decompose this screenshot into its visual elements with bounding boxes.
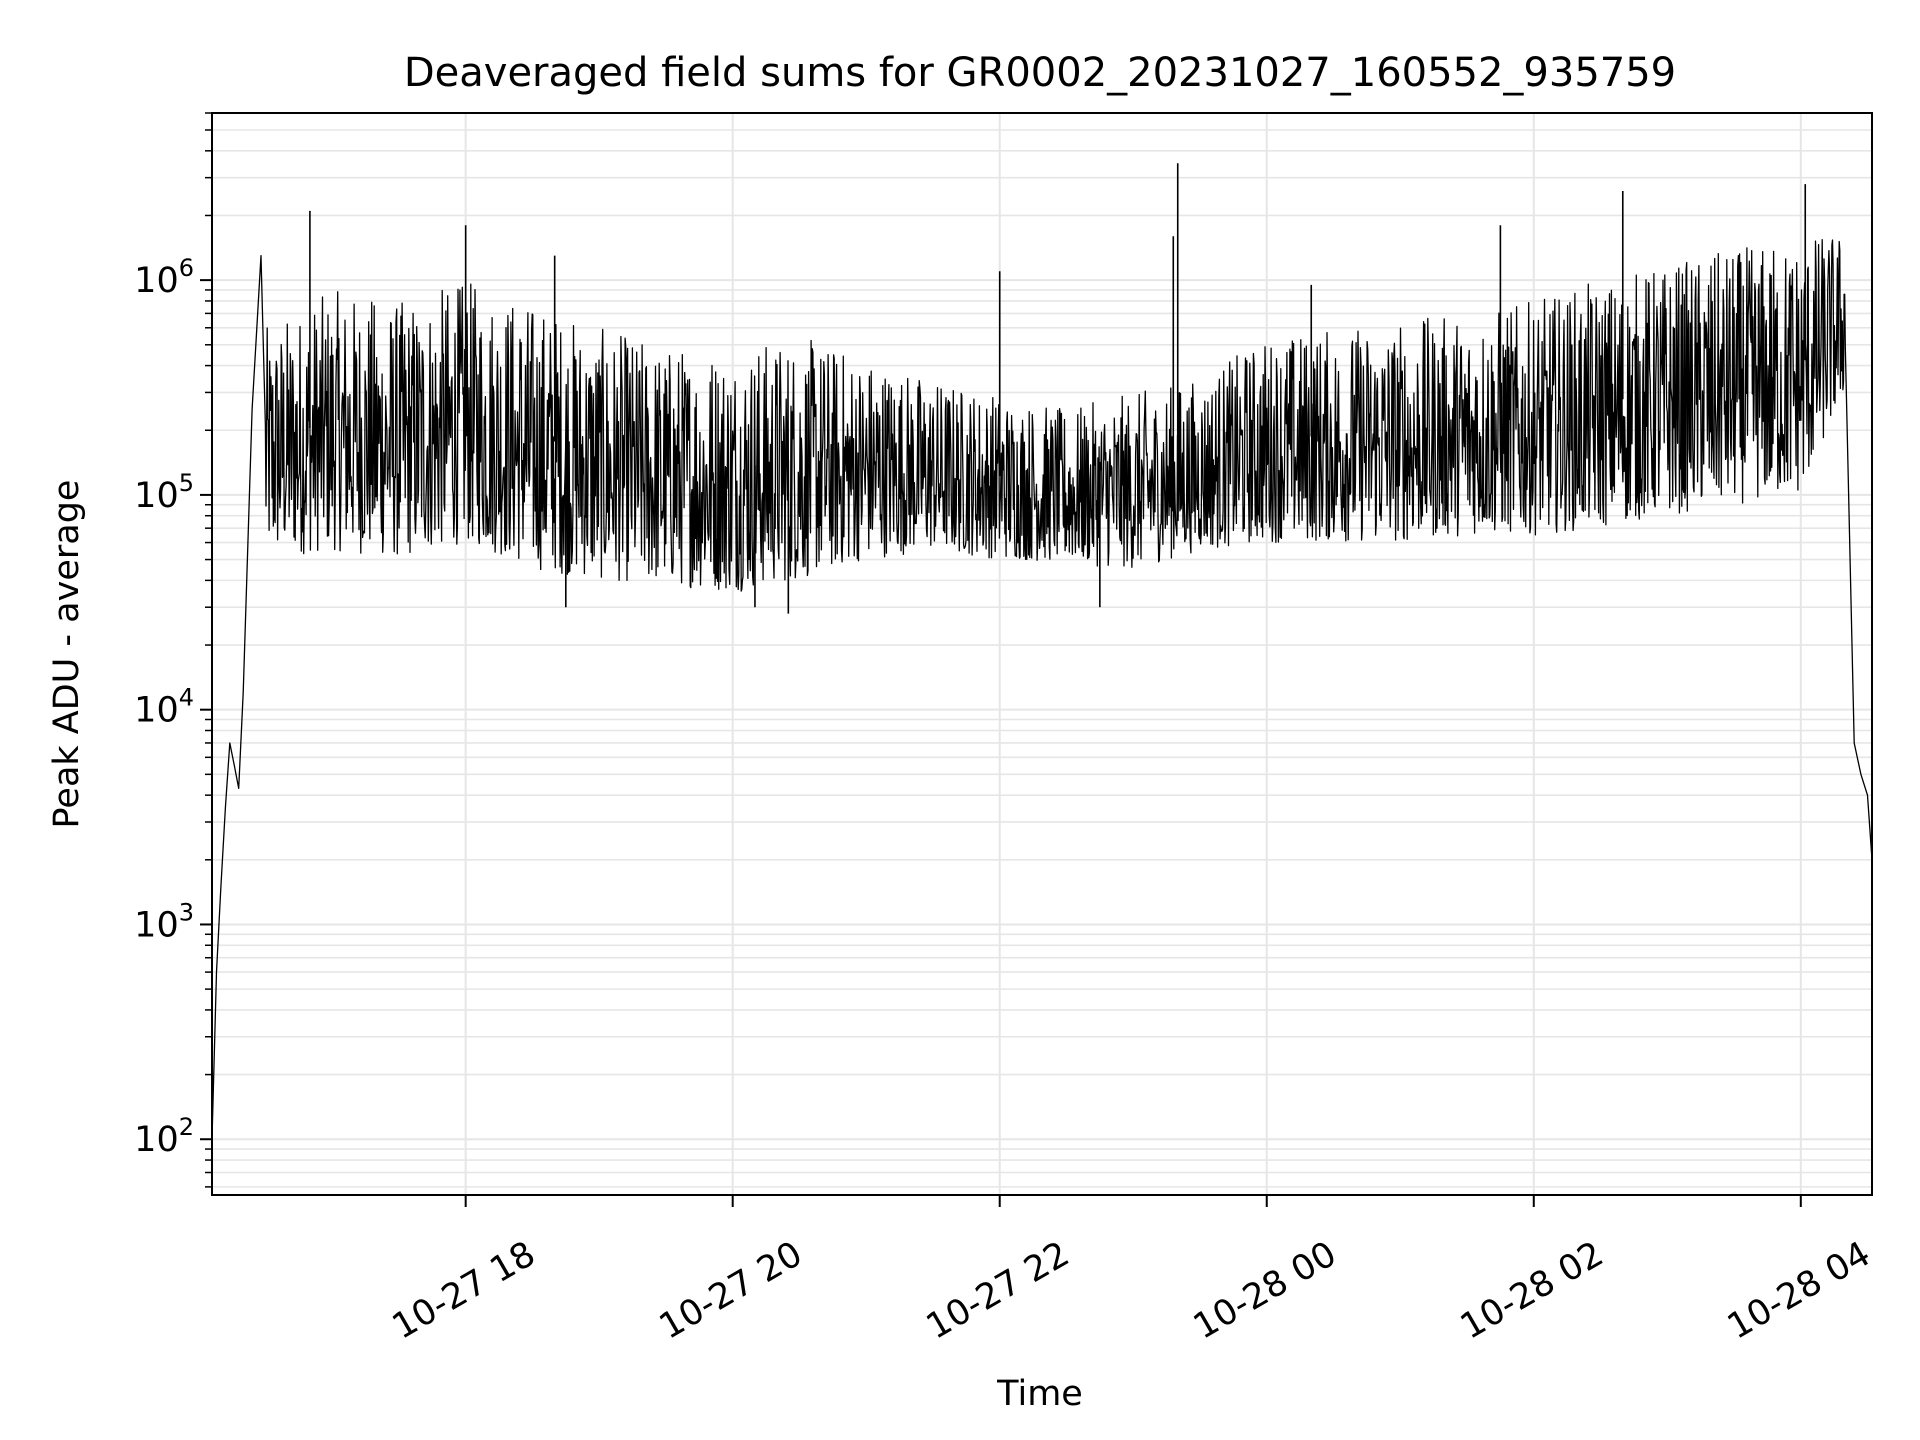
y-axis-label: Peak ADU - average	[47, 480, 87, 829]
series-line	[212, 239, 1872, 1140]
y-tick-label: 103	[134, 898, 194, 945]
y-axis-ticks: 102 103 104 105 106	[134, 112, 212, 1188]
series-group	[212, 163, 1872, 1140]
plot-area	[212, 163, 1872, 1140]
chart-title: Deaveraged field sums for GR0002_2023102…	[404, 50, 1676, 96]
y-tick-label: 105	[134, 469, 194, 516]
axes-frame	[211, 112, 1873, 1196]
y-tick-label: 104	[134, 684, 194, 731]
y-tick-label: 102	[134, 1113, 194, 1160]
x-axis-label: Time	[996, 1374, 1083, 1414]
y-tick-label: 106	[134, 254, 194, 301]
